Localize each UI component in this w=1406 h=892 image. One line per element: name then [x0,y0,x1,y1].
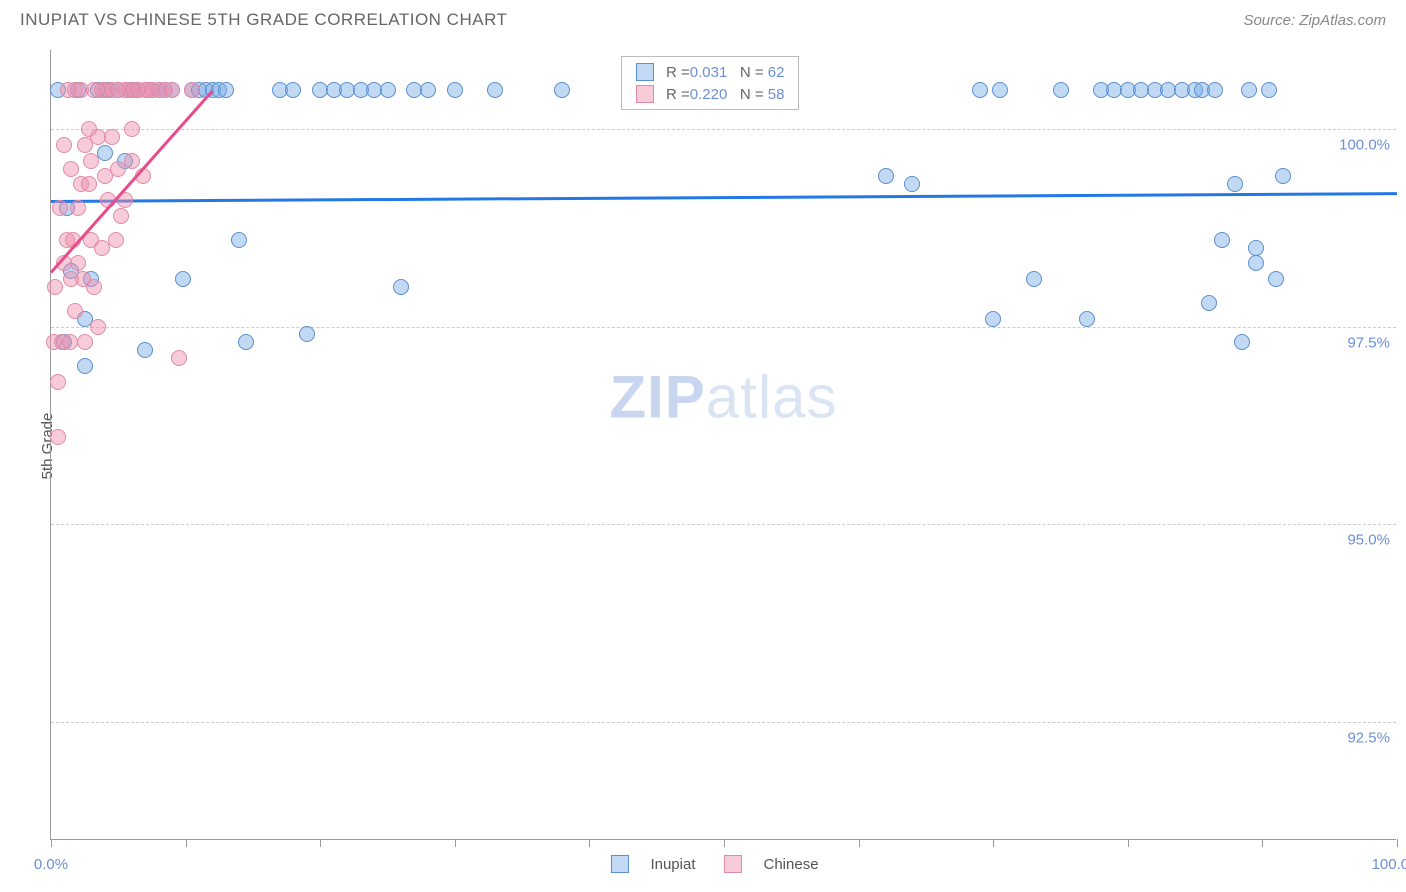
scatter-point [63,161,79,177]
scatter-point [992,82,1008,98]
scatter-point [83,153,99,169]
x-tick [724,839,725,847]
gridline [51,327,1396,328]
legend-swatch [636,63,654,81]
scatter-point [124,153,140,169]
gridline [51,722,1396,723]
scatter-point [104,129,120,145]
x-tick [993,839,994,847]
scatter-point [1079,311,1095,327]
scatter-point [47,279,63,295]
scatter-point [231,232,247,248]
legend-swatch [724,855,742,873]
scatter-point [393,279,409,295]
legend-swatch [636,85,654,103]
y-tick-label: 95.0% [1347,532,1390,549]
scatter-point [171,350,187,366]
legend-label: Inupiat [650,856,695,873]
scatter-point [50,429,66,445]
scatter-point [137,342,153,358]
scatter-point [164,82,180,98]
x-tick [320,839,321,847]
gridline [51,129,1396,130]
legend-label: Chinese [764,856,819,873]
gridline [51,524,1396,525]
scatter-point [175,271,191,287]
scatter-point [238,334,254,350]
x-tick [1128,839,1129,847]
legend-row: R = 0.220 N = 58 [622,83,798,105]
scatter-point [487,82,503,98]
scatter-point [985,311,1001,327]
x-tick [859,839,860,847]
scatter-point [447,82,463,98]
scatter-point [77,358,93,374]
x-label-min: 0.0% [34,856,68,873]
scatter-point [420,82,436,98]
scatter-point [1261,82,1277,98]
scatter-point [1053,82,1069,98]
x-label-max: 100.0% [1372,856,1406,873]
scatter-point [1241,82,1257,98]
scatter-point [1207,82,1223,98]
scatter-point [554,82,570,98]
chart-container: INUPIAT VS CHINESE 5TH GRADE CORRELATION… [0,0,1406,892]
scatter-point [1227,176,1243,192]
scatter-point [90,319,106,335]
watermark: ZIPatlas [609,363,837,432]
x-tick [186,839,187,847]
scatter-point [52,200,68,216]
scatter-point [56,137,72,153]
scatter-point [108,232,124,248]
x-tick [1262,839,1263,847]
scatter-point [81,176,97,192]
scatter-point [77,334,93,350]
scatter-point [1248,240,1264,256]
chart-title: INUPIAT VS CHINESE 5TH GRADE CORRELATION… [20,10,507,30]
scatter-point [124,121,140,137]
source-label: Source: ZipAtlas.com [1243,12,1386,29]
scatter-point [184,82,200,98]
scatter-point [972,82,988,98]
scatter-point [1201,295,1217,311]
y-tick-label: 92.5% [1347,729,1390,746]
scatter-point [878,168,894,184]
plot-area: ZIPatlas 92.5%95.0%97.5%100.0%0.0%100.0%… [50,50,1396,840]
x-tick [1397,839,1398,847]
trendline [51,192,1397,203]
x-tick [589,839,590,847]
y-tick-label: 100.0% [1339,137,1390,154]
legend-row: R = 0.031 N = 62 [622,61,798,83]
y-tick-label: 97.5% [1347,334,1390,351]
scatter-point [113,208,129,224]
scatter-point [1234,334,1250,350]
scatter-point [299,326,315,342]
series-legend: Inupiat Chinese [610,855,836,873]
x-tick [51,839,52,847]
x-tick [455,839,456,847]
correlation-legend: R = 0.031 N = 62R = 0.220 N = 58 [621,56,799,110]
scatter-point [62,334,78,350]
scatter-point [904,176,920,192]
scatter-point [1026,271,1042,287]
scatter-point [285,82,301,98]
legend-swatch [610,855,628,873]
scatter-point [380,82,396,98]
scatter-point [218,82,234,98]
scatter-point [70,200,86,216]
scatter-point [50,374,66,390]
scatter-point [67,303,83,319]
scatter-point [70,255,86,271]
scatter-point [86,279,102,295]
scatter-point [1268,271,1284,287]
scatter-point [1214,232,1230,248]
header: INUPIAT VS CHINESE 5TH GRADE CORRELATION… [10,10,1396,38]
scatter-point [1248,255,1264,271]
scatter-point [1275,168,1291,184]
